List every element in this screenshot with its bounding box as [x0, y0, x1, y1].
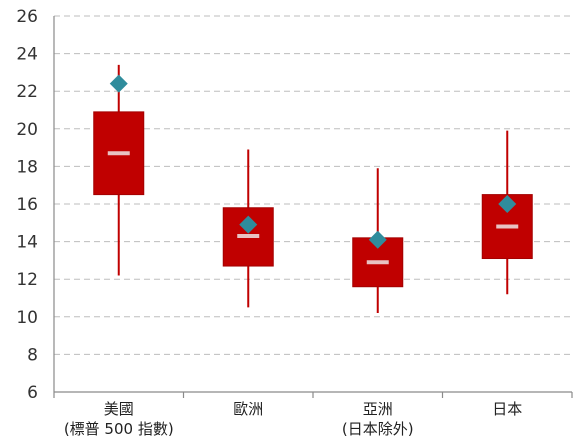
mean-marker: [239, 215, 258, 234]
y-tick-label: 26: [16, 7, 38, 27]
y-tick-label: 12: [16, 270, 38, 290]
y-tick-label: 14: [16, 233, 38, 253]
category-label: (標普 500 指數): [64, 420, 174, 438]
y-tick-label: 22: [16, 82, 38, 102]
category-label: 美國: [104, 400, 134, 418]
y-tick-label: 10: [16, 308, 38, 328]
y-tick-label: 16: [16, 195, 38, 215]
category-label: 日本: [492, 400, 522, 418]
mean-marker: [109, 74, 128, 93]
mark-layer: [93, 64, 533, 314]
mean-marker: [498, 195, 517, 213]
y-tick-label: 20: [16, 120, 38, 140]
mean-marker: [368, 230, 387, 249]
y-tick-label: 18: [16, 157, 38, 177]
label-layer: 6 8 10 12 14 16 18 20 22 24 26 美國 (標普 500 指數) 歐洲 亞洲 (日本…: [16, 7, 522, 438]
y-tick-label: 6: [27, 383, 38, 403]
category-label: (日本除外): [342, 420, 414, 438]
y-tick-label: 8: [27, 345, 38, 365]
y-tick-label: 24: [16, 45, 38, 65]
axis-layer: [53, 16, 573, 398]
category-label: 亞洲: [363, 400, 393, 418]
category-label: 歐洲: [233, 400, 263, 418]
